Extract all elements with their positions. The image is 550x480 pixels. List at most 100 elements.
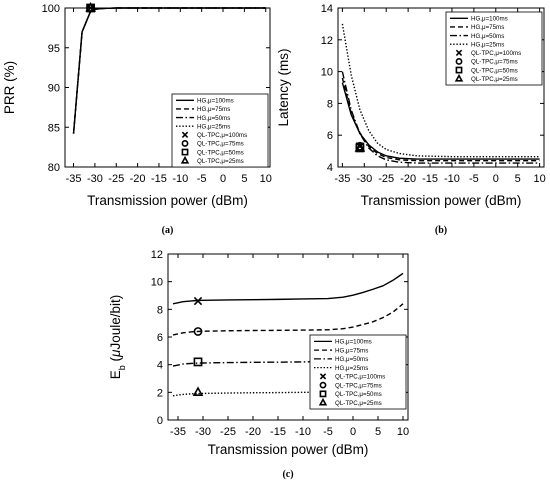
panel-caption: (a) xyxy=(162,225,174,236)
x-tick-label: -10 xyxy=(444,173,460,185)
y-tick-label: 80 xyxy=(48,162,60,174)
y-tick-label: 10 xyxy=(321,67,333,79)
x-axis-label: Transmission power (dBm) xyxy=(208,442,369,457)
x-tick-label: -15 xyxy=(422,173,438,185)
legend-marker-circle xyxy=(181,140,189,147)
x-tick-label: -10 xyxy=(172,173,188,185)
x-tick-label: -5 xyxy=(469,173,479,185)
y-tick-label: 12 xyxy=(151,249,163,261)
x-tick-label: -25 xyxy=(378,173,394,185)
legend-marker-triangle xyxy=(454,73,464,82)
legend-entry-label: QL-TPC,μ=25ms xyxy=(335,400,382,407)
x-tick-label: -15 xyxy=(151,173,167,185)
y-tick-label: 4 xyxy=(327,162,333,174)
legend-entry-label: HG,μ=100ms xyxy=(335,339,372,346)
y-axis-label: Latency (ms) xyxy=(276,48,291,126)
legend-entry-label: HG,μ=50ms xyxy=(471,33,504,40)
series-line-dotted xyxy=(72,7,266,134)
x-tick-label: -35 xyxy=(66,173,82,185)
x-tick-label: 0 xyxy=(493,173,499,185)
y-tick-label: 14 xyxy=(321,3,333,15)
x-tick-label: -20 xyxy=(130,173,146,185)
ql-tpc-marker-circle xyxy=(193,327,203,336)
legend-entry-label: HG,μ=50ms xyxy=(335,356,368,363)
y-tick-label: 95 xyxy=(48,43,60,55)
series-line-dashdot xyxy=(341,71,540,164)
x-tick-label: -30 xyxy=(87,173,103,185)
x-tick-label: -20 xyxy=(400,173,416,185)
x-tick-label: -35 xyxy=(334,173,350,185)
y-axis-label: Eb (μJoule/bit) xyxy=(108,295,127,379)
x-tick-label: -5 xyxy=(323,426,333,438)
legend-entry-label: QL-TPC,μ=75ms xyxy=(197,141,244,148)
series-line-solid xyxy=(172,272,404,305)
series-line-dashed xyxy=(172,303,404,336)
legend-entry-label: QL-TPC,μ=100ms xyxy=(471,50,521,57)
y-tick-label: 2 xyxy=(157,387,163,399)
y-tick-label: 85 xyxy=(48,122,60,134)
x-tick-label: -30 xyxy=(195,426,211,438)
legend-marker-x xyxy=(455,49,463,56)
ql-tpc-marker-triangle xyxy=(192,386,204,397)
legend-entry-label: HG,μ=50ms xyxy=(197,115,230,122)
legend-marker-circle xyxy=(319,381,327,389)
y-axis-label: PRR (%) xyxy=(2,61,17,114)
x-tick-label: 0 xyxy=(220,173,226,185)
legend-marker-circle xyxy=(455,58,463,65)
x-tick-label: -10 xyxy=(295,426,311,438)
x-tick-label: 10 xyxy=(397,426,409,438)
legend-entry-label: HG,μ=75ms xyxy=(471,24,504,31)
x-tick-label: -5 xyxy=(197,173,207,185)
legend-marker-square xyxy=(181,148,189,156)
legend-entry-label: HG,μ=25ms xyxy=(471,41,504,48)
y-tick-label: 10 xyxy=(151,277,163,289)
legend-entry-label: QL-TPC,μ=100ms xyxy=(335,374,385,381)
y-tick-label: 90 xyxy=(48,83,60,95)
legend-marker-x xyxy=(181,131,189,138)
x-tick-label: 5 xyxy=(241,173,247,185)
x-tick-label: -35 xyxy=(170,426,186,438)
legend-marker-x xyxy=(319,373,327,380)
ql-tpc-marker-triangle xyxy=(354,141,366,152)
legend-entry-label: QL-TPC,μ=75ms xyxy=(471,59,518,66)
legend-entry-label: QL-TPC,μ=25ms xyxy=(197,158,244,165)
legend-entry-label: HG,μ=100ms xyxy=(197,98,234,105)
y-tick-label: 100 xyxy=(42,3,60,15)
y-tick-label: 4 xyxy=(157,360,163,372)
x-tick-label: -15 xyxy=(270,426,286,438)
legend-entry-label: QL-TPC,μ=25ms xyxy=(471,76,518,83)
x-axis-label: Transmission power (dBm) xyxy=(361,193,522,208)
x-tick-label: 10 xyxy=(533,173,545,185)
y-tick-label: 12 xyxy=(321,35,333,47)
x-tick-label: -30 xyxy=(356,173,372,185)
legend: HG,μ=100msHG,μ=75msHG,μ=50msHG,μ=25msQL-… xyxy=(171,93,269,168)
x-tick-label: 5 xyxy=(515,173,521,185)
chart-panel-b: -35 -30 -25 -20 -15 -10 -5 0 5 10 4 6 8 10 12 14 Transmi… xyxy=(276,3,546,236)
x-tick-label: 0 xyxy=(350,426,356,438)
x-tick-label: 10 xyxy=(260,173,272,185)
panel-caption: (c) xyxy=(282,469,293,480)
y-tick-label: 6 xyxy=(327,130,333,142)
x-tick-label: -20 xyxy=(245,426,261,438)
legend-entry-label: HG,μ=25ms xyxy=(197,123,230,130)
chart-panel-a: -35 -30 -25 -20 -15 -10 -5 0 5 10 80 85 90 95 100 Trans… xyxy=(2,2,272,236)
legend-entry-label: QL-TPC,μ=75ms xyxy=(335,382,382,389)
ql-tpc-marker-x xyxy=(193,296,203,306)
y-tick-label: 8 xyxy=(157,304,163,316)
ql-tpc-marker-square xyxy=(193,357,203,367)
y-tick-label: 8 xyxy=(327,98,333,110)
legend: HG,μ=100msHG,μ=75msHG,μ=50msHG,μ=25msQL-… xyxy=(309,334,407,410)
chart-panel-c: -35 -30 -25 -20 -15 -10 -5 0 5 10 0 2 4 6 8 10 12 Transmi… xyxy=(108,249,409,480)
legend-marker-triangle xyxy=(318,397,328,406)
x-tick-label: 5 xyxy=(375,426,381,438)
legend-marker-square xyxy=(455,66,463,74)
x-tick-label: -25 xyxy=(220,426,236,438)
legend-entry-label: QL-TPC,μ=50ms xyxy=(335,391,382,398)
ql-tpc-marker-triangle xyxy=(85,2,96,12)
x-tick-label: -25 xyxy=(108,173,124,185)
legend-entry-label: HG,μ=100ms xyxy=(471,16,508,23)
legend-entry-label: QL-TPC,μ=100ms xyxy=(197,132,247,139)
legend-marker-square xyxy=(319,390,327,398)
